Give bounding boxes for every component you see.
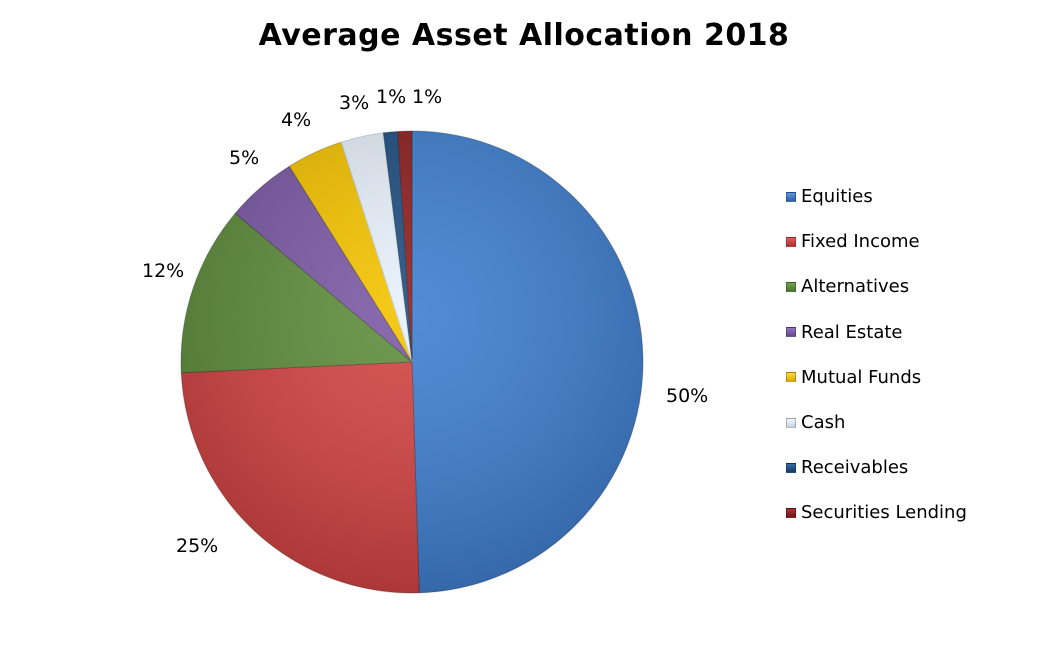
legend-swatch-icon — [786, 327, 796, 338]
pie-slice-fixed-income — [180, 361, 420, 594]
data-label-mutual-funds: 4% — [281, 109, 312, 131]
chart-legend: Equities Fixed Income Alternatives Real … — [786, 174, 967, 536]
data-label-equities: 50% — [666, 385, 709, 407]
legend-label: Mutual Funds — [801, 366, 922, 388]
legend-item-fixed-income: Fixed Income — [786, 219, 967, 264]
data-label-real-estate: 5% — [229, 147, 260, 169]
legend-item-mutual-funds: Mutual Funds — [786, 355, 967, 400]
data-label-alternatives: 12% — [142, 260, 185, 282]
legend-swatch-icon — [786, 191, 796, 202]
legend-item-receivables: Receivables — [786, 445, 967, 490]
data-label-securities-lending: 1% — [412, 86, 443, 108]
legend-label: Cash — [801, 412, 846, 434]
legend-label: Receivables — [801, 457, 909, 479]
legend-swatch-icon — [786, 507, 796, 518]
data-label-cash: 3% — [339, 92, 370, 114]
legend-item-securities-lending: Securities Lending — [786, 490, 967, 535]
data-label-fixed-income: 25% — [176, 535, 219, 557]
legend-label: Securities Lending — [801, 502, 967, 524]
legend-label: Alternatives — [801, 276, 910, 298]
legend-item-alternatives: Alternatives — [786, 264, 967, 309]
legend-item-equities: Equities — [786, 174, 967, 219]
pie-slice-equities — [411, 130, 644, 594]
legend-swatch-icon — [786, 417, 796, 428]
legend-swatch-icon — [786, 462, 796, 473]
chart-title: Average Asset Allocation 2018 — [258, 18, 790, 53]
legend-swatch-icon — [786, 372, 796, 383]
legend-item-real-estate: Real Estate — [786, 310, 967, 355]
legend-label: Real Estate — [801, 321, 903, 343]
legend-swatch-icon — [786, 236, 796, 247]
data-label-receivables: 1% — [376, 86, 407, 108]
legend-swatch-icon — [786, 281, 796, 292]
legend-item-cash: Cash — [786, 400, 967, 445]
legend-label: Fixed Income — [801, 231, 920, 253]
legend-label: Equities — [801, 186, 873, 208]
